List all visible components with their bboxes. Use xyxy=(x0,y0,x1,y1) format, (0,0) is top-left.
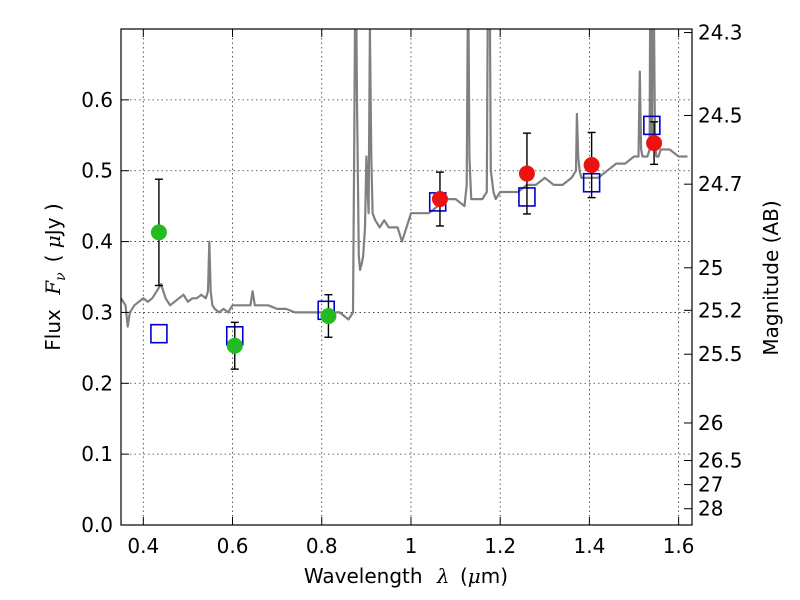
x-tick-label: 0.8 xyxy=(306,534,338,558)
x-tick-label: 0.4 xyxy=(127,534,159,558)
y-axis-label-subscript: ν xyxy=(53,272,69,281)
green-data-point xyxy=(226,337,243,354)
marker-layer xyxy=(150,115,663,370)
model-photometry-square xyxy=(643,115,661,136)
y2-tick-label: 26.5 xyxy=(698,449,743,473)
y-axis-label-unit-prefix: ( xyxy=(41,255,65,263)
model-spectrum-line xyxy=(121,29,688,328)
y-axis-label-symbol: F xyxy=(41,280,65,296)
x-axis-label-symbol: λ xyxy=(436,564,450,588)
x-tick-label: 0.6 xyxy=(217,534,249,558)
red-data-point xyxy=(583,157,600,174)
y2-tick-label: 24.3 xyxy=(698,21,743,45)
x-axis-label-text: Wavelength xyxy=(304,564,423,588)
y-tick-label: 0.5 xyxy=(81,159,113,183)
ticks: 0.4 0.6 0.8 1 1.2 1.4 1.6 0.0 0.1 0.2 0.3 0.4 0.5 0.6… xyxy=(81,21,742,558)
y-axis-label-unit-suffix: Jy ) xyxy=(41,203,65,237)
x-axis-label-unit-mu: μ xyxy=(468,564,481,588)
y2-tick-label: 24.7 xyxy=(698,172,743,196)
x-axis-label-unit-prefix: ( xyxy=(460,564,468,588)
y2-tick-label: 25.2 xyxy=(698,298,743,322)
y2-tick-label: 25 xyxy=(698,256,723,280)
y-tick-label: 0.4 xyxy=(81,230,113,254)
red-data-point xyxy=(518,165,535,182)
x-axis-label: Wavelength λ (μm) xyxy=(304,564,508,588)
y-axis-label-text: Flux xyxy=(41,309,65,351)
y-tick-label: 0.3 xyxy=(81,300,113,324)
x-tick-label: 1 xyxy=(405,534,418,558)
y-tick-label: 0.2 xyxy=(81,371,113,395)
y-tick-label: 0.0 xyxy=(81,513,113,537)
green-data-point xyxy=(320,307,337,324)
x-tick-label: 1.6 xyxy=(663,534,695,558)
y2-tick-label: 25.5 xyxy=(698,342,743,366)
y2-tick-label: 26 xyxy=(698,411,723,435)
x-tick-label: 1.4 xyxy=(573,534,605,558)
model-spectrum-layer xyxy=(121,29,688,328)
y2-tick-label: 27 xyxy=(698,473,723,497)
red-data-point xyxy=(431,191,448,208)
x-tick-label: 1.2 xyxy=(484,534,516,558)
y2-tick-label: 24.5 xyxy=(698,103,743,127)
red-data-point xyxy=(646,135,663,152)
y2-axis-label: Magnitude (AB) xyxy=(759,200,783,355)
y2-tick-label: 28 xyxy=(698,497,723,521)
y-axis-label-unit-mu: μ xyxy=(41,235,65,248)
model-photometry-square xyxy=(150,323,168,344)
grid xyxy=(121,29,692,526)
plot-frame xyxy=(120,28,693,526)
y-tick-label: 0.6 xyxy=(81,88,113,112)
y-axis-label: Flux Fν ( μJy ) xyxy=(41,203,69,350)
green-data-point xyxy=(150,224,167,241)
x-axis-label-unit-suffix: m) xyxy=(481,564,508,588)
y-tick-label: 0.1 xyxy=(81,442,113,466)
